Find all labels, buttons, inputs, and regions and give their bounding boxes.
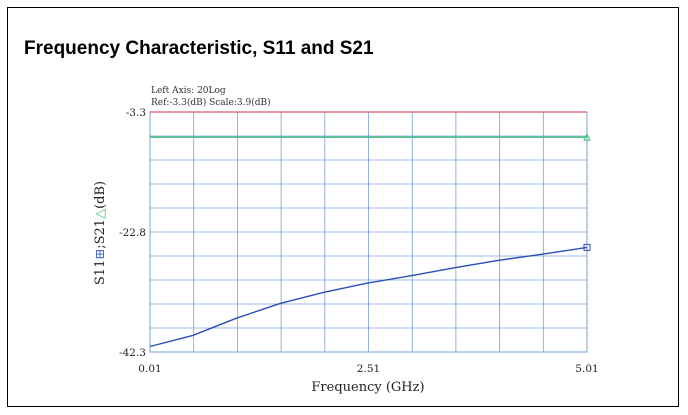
x-axis-label: Frequency (GHz) [311,380,424,395]
y-label-unit: (dB) [93,181,108,209]
s11-marker-icon: ⊞ [93,249,108,260]
y-tick-label: -42.3 [119,347,146,359]
s11-end-marker [583,243,591,251]
series-line-s11 [149,246,588,348]
figure-frame [7,7,679,407]
y-tick-label: -22.8 [119,227,146,239]
series-layer [149,133,591,348]
y-label-s21: ;S21 [93,219,108,249]
chart-title: Frequency Characteristic, S11 and S21 [24,38,374,59]
y-axis-label: S11⊞;S21△(dB) [93,181,108,285]
chart-grid [150,112,587,352]
tick-labels: -3.3 -22.8 -42.3 0.01 2.51 5.01 [119,107,599,375]
s21-end-marker [583,133,591,141]
y-label-s11: S11 [93,260,108,285]
info-axis-label: Left Axis: 20Log [151,86,226,96]
x-tick-label: 0.01 [138,363,161,375]
s21-marker-icon: △ [93,209,108,219]
y-tick-label: -3.3 [126,107,146,119]
x-tick-label: 2.51 [357,363,380,375]
info-ref-scale-label: Ref:-3.3(dB) Scale:3.9(dB) [151,97,271,108]
svg-text:S11⊞;S21△(dB): S11⊞;S21△(dB) [93,181,108,285]
x-tick-label: 5.01 [575,363,598,375]
